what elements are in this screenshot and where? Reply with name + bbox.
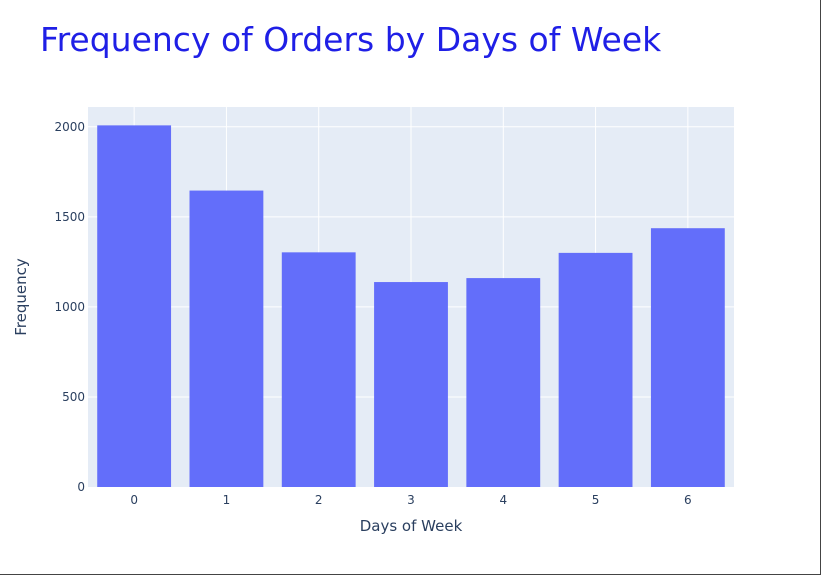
y-tick-label: 500 [62, 390, 85, 404]
y-tick-label: 2000 [54, 120, 85, 134]
y-tick-label: 1500 [54, 210, 85, 224]
y-tick-label: 0 [77, 480, 85, 494]
y-tick-label: 1000 [54, 300, 85, 314]
y-axis-label: Frequency [12, 258, 30, 336]
x-tick-label: 5 [592, 493, 600, 507]
y-axis-ticks: 0 500 1000 1500 2000 [54, 120, 85, 494]
bar-1[interactable] [189, 190, 264, 488]
x-axis-label: Days of Week [360, 517, 463, 535]
bar-2[interactable] [281, 252, 356, 487]
x-tick-label: 2 [315, 493, 323, 507]
x-tick-label: 1 [223, 493, 231, 507]
x-tick-label: 0 [130, 493, 138, 507]
bar-4[interactable] [466, 278, 541, 487]
bar-3[interactable] [374, 282, 448, 487]
bars [97, 125, 725, 488]
x-tick-label: 3 [407, 493, 415, 507]
bar-5[interactable] [558, 252, 633, 487]
x-tick-label: 6 [684, 493, 692, 507]
chart-title: Frequency of Orders by Days of Week [40, 20, 662, 59]
bar-6[interactable] [650, 228, 725, 487]
x-axis-ticks: 0 1 2 3 4 5 6 [130, 493, 691, 507]
bar-0[interactable] [97, 125, 172, 488]
x-tick-label: 4 [499, 493, 507, 507]
